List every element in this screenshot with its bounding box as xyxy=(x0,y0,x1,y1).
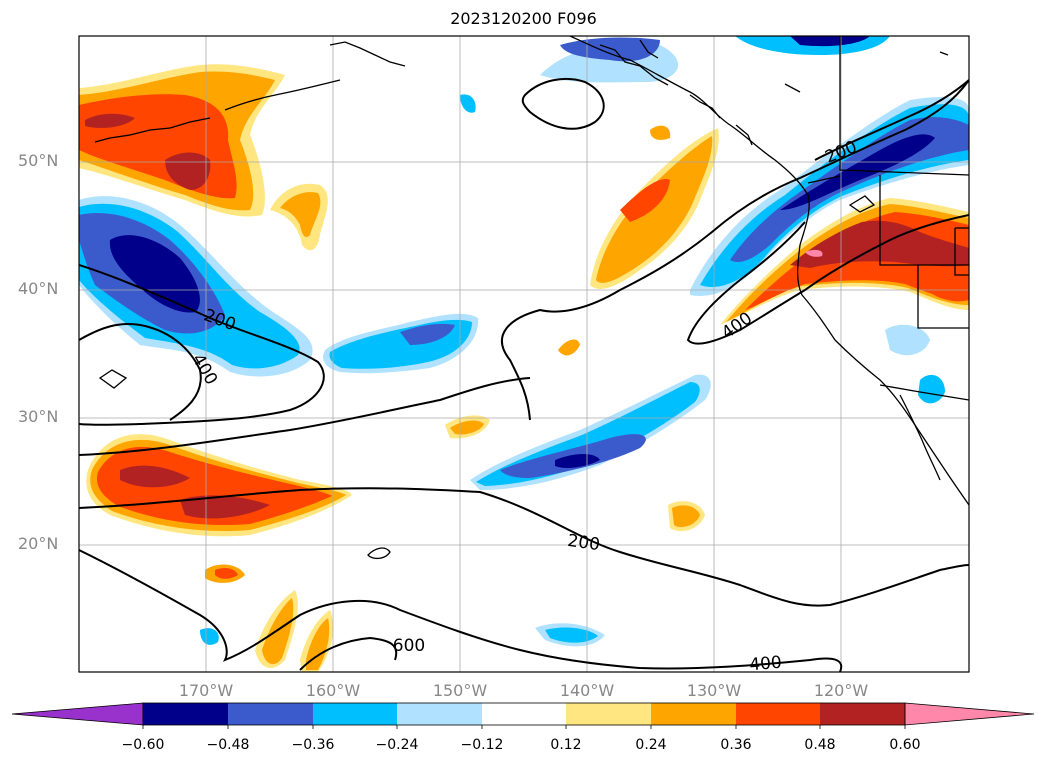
warm-anomaly xyxy=(620,179,670,222)
contour-label: 200 xyxy=(566,531,601,555)
lon-label-140w: 140°W xyxy=(559,681,615,700)
lat-label-30n: 30°N xyxy=(18,407,59,426)
warm-anomaly xyxy=(120,465,190,488)
cold-anomaly xyxy=(109,235,200,313)
colorbar xyxy=(11,702,1035,729)
contour-200-nw xyxy=(79,264,325,426)
cold-anomaly xyxy=(545,627,598,643)
warm-anomaly xyxy=(280,192,321,237)
warm-anomaly xyxy=(306,618,330,670)
colorbar-segment xyxy=(482,703,566,725)
contour-lines xyxy=(79,77,969,672)
colorbar-max-arrow xyxy=(904,702,1035,726)
cold-anomaly xyxy=(920,270,969,302)
map-frame xyxy=(78,35,970,673)
contour-200-inner-n xyxy=(521,77,605,130)
warm-anomaly xyxy=(96,446,332,526)
cold-anomaly xyxy=(555,454,600,468)
colorbar-tick-label: 0.12 xyxy=(550,737,582,753)
colorbar-tick-label: 0.36 xyxy=(720,737,752,753)
cold-anomaly xyxy=(885,324,930,356)
warm-anomaly xyxy=(650,125,671,140)
lon-label-130w: 130°W xyxy=(686,681,742,700)
cold-anomaly xyxy=(460,94,476,113)
colorbar-segment xyxy=(143,703,228,725)
warm-anomaly xyxy=(805,249,823,257)
contour-400-sw xyxy=(79,549,843,672)
warm-anomaly xyxy=(180,495,270,519)
lat-label-50n: 50°N xyxy=(18,151,59,170)
coastlines xyxy=(94,36,969,560)
contour-200-south xyxy=(79,487,969,607)
shaded-field xyxy=(79,36,969,672)
colorbar-segment xyxy=(313,703,397,725)
colorbar-min-arrow xyxy=(11,702,144,726)
colorbar-tick-label: −0.24 xyxy=(375,737,419,753)
colorbar-segment xyxy=(566,703,651,725)
contour-200-ne xyxy=(814,79,969,161)
lat-label-40n: 40°N xyxy=(18,279,59,298)
colorbar-tick-label: −0.36 xyxy=(291,737,335,753)
cold-anomaly xyxy=(790,36,870,47)
contour-label: 600 xyxy=(393,636,425,656)
colorbar-segment xyxy=(651,703,736,725)
colorbar-tick-label: 0.48 xyxy=(804,737,836,753)
colorbar-segment xyxy=(228,703,313,725)
contour-600 xyxy=(299,636,398,671)
lat-label-20n: 20°N xyxy=(18,534,59,553)
cold-anomaly xyxy=(200,628,219,645)
colorbar-segment xyxy=(397,703,482,725)
contour-200-north xyxy=(500,79,969,421)
lon-label-120w: 120°W xyxy=(813,681,869,700)
cold-anomaly xyxy=(400,323,455,345)
colorbar-segment xyxy=(820,703,905,725)
cold-anomaly xyxy=(918,374,945,404)
colorbar-segment xyxy=(736,703,820,725)
warm-anomaly xyxy=(215,567,238,579)
contour-400-west xyxy=(79,322,202,421)
gridlines xyxy=(79,36,969,672)
warm-anomaly xyxy=(596,136,713,283)
colorbar-tick-label: −0.48 xyxy=(206,737,250,753)
contour-400-mid xyxy=(79,377,531,456)
warm-anomaly xyxy=(85,113,135,128)
colorbar-tick-label: 0.60 xyxy=(889,737,921,753)
warm-anomaly xyxy=(558,339,580,356)
lon-label-150w: 150°W xyxy=(432,681,488,700)
colorbar-tick-label: 0.24 xyxy=(635,737,667,753)
cold-anomaly xyxy=(780,134,935,210)
warm-anomaly xyxy=(450,420,484,435)
lon-label-160w: 160°W xyxy=(305,681,361,700)
colorbar-tick-label: −0.12 xyxy=(460,737,504,753)
contour-label: 400 xyxy=(749,653,783,676)
contour-400-east xyxy=(686,214,969,345)
colorbar-tick-label: −0.60 xyxy=(121,737,165,753)
warm-anomaly xyxy=(672,505,700,528)
lon-label-170w: 170°W xyxy=(178,681,234,700)
map-title: 2023120200 F096 xyxy=(450,9,597,28)
